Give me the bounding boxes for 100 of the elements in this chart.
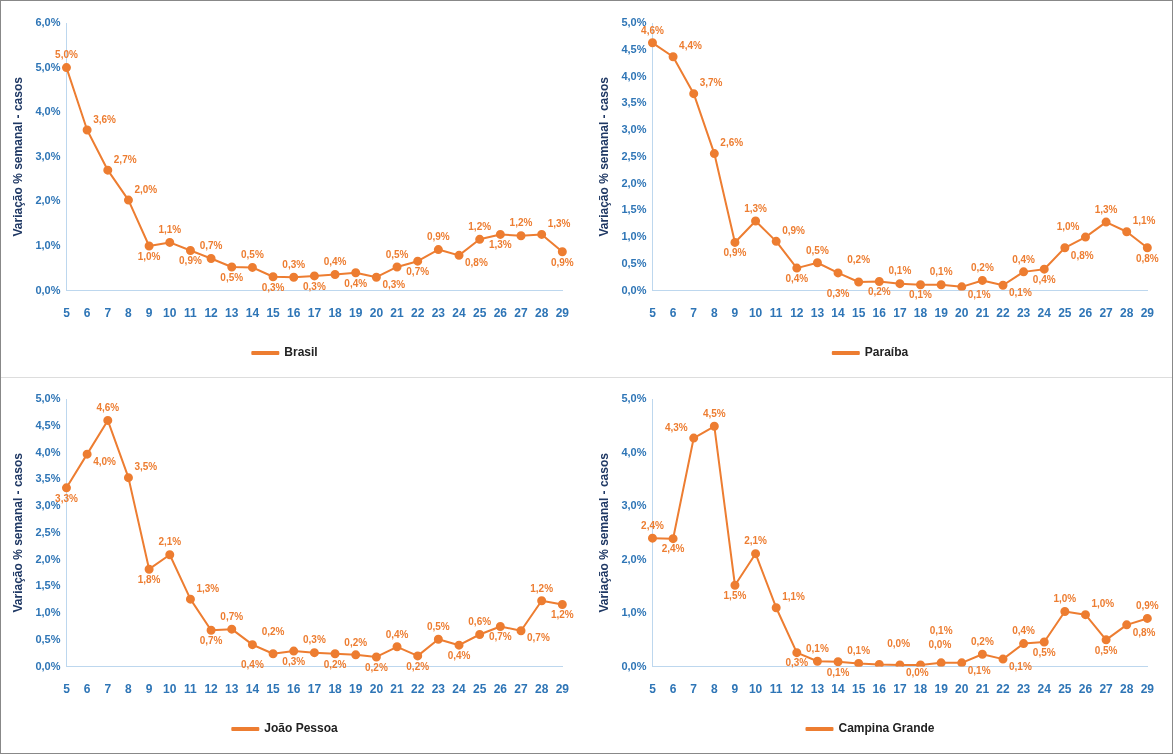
y-axis-title: Variação % semanal - casos [10, 452, 25, 613]
point [330, 270, 340, 280]
data-label: 1,3% [196, 582, 220, 594]
x-tick-label: 15 [851, 306, 866, 321]
data-label: 2,4% [661, 543, 685, 555]
data-label: 1,2% [530, 582, 554, 594]
data-label: 0,9% [1135, 600, 1159, 612]
y-tick-label: 5,0% [621, 16, 647, 29]
point [392, 262, 402, 272]
data-label: 1,2% [468, 221, 492, 233]
point [709, 421, 719, 431]
point [1060, 243, 1070, 253]
point [668, 534, 678, 544]
data-label: 3,6% [93, 113, 117, 125]
data-label: 1,3% [744, 202, 768, 214]
x-tick-label: 17 [893, 682, 907, 697]
y-axis-title: Variação % semanal - casos [10, 76, 25, 237]
x-tick-label: 19 [349, 682, 363, 697]
y-tick-label: 1,0% [621, 606, 647, 619]
x-tick-label: 14 [831, 306, 846, 321]
x-tick-label: 13 [225, 682, 239, 697]
data-label: 0,3% [826, 287, 850, 299]
y-tick-label: 4,5% [35, 418, 61, 431]
x-tick-label: 27 [1099, 306, 1114, 321]
x-tick-label: 23 [1016, 682, 1031, 697]
point [977, 275, 987, 285]
x-tick-label: 28 [1120, 306, 1134, 321]
point [454, 250, 464, 260]
data-label: 0,7% [527, 632, 550, 644]
point [495, 621, 505, 631]
y-tick-label: 2,5% [35, 525, 61, 538]
data-label: 1,0% [1091, 598, 1115, 610]
point [289, 646, 299, 656]
point [977, 649, 987, 659]
point [475, 234, 485, 244]
point [516, 626, 526, 636]
x-tick-label: 16 [872, 682, 887, 697]
data-label: 0,8% [1132, 626, 1156, 638]
x-tick-label: 14 [245, 682, 260, 697]
data-label: 0,5% [220, 271, 244, 283]
x-tick-label: 28 [534, 306, 549, 321]
data-label: 1,8% [137, 573, 161, 585]
data-label: 0,4% [344, 277, 368, 289]
point [103, 415, 113, 425]
point [103, 165, 113, 175]
x-tick-label: 23 [431, 682, 446, 697]
x-tick-label: 16 [287, 306, 301, 321]
legend-label: Paraíba [864, 345, 909, 360]
x-tick-label: 28 [1120, 682, 1134, 697]
x-tick-label: 26 [1078, 682, 1093, 697]
point [874, 659, 884, 667]
point [61, 483, 71, 493]
data-label: 1,1% [1132, 215, 1156, 227]
point [309, 271, 319, 281]
x-tick-label: 22 [996, 682, 1010, 697]
data-label: 0,7% [220, 610, 244, 622]
data-label: 0,9% [179, 255, 202, 267]
data-label: 5,0% [55, 49, 78, 61]
point [144, 241, 154, 251]
x-tick-label: 25 [1058, 682, 1072, 697]
point [1122, 227, 1132, 237]
data-label: 0,2% [364, 661, 388, 673]
x-tick-label: 22 [411, 306, 425, 321]
data-label: 0,3% [382, 278, 406, 290]
point [557, 600, 567, 610]
x-tick-label: 11 [769, 306, 783, 321]
point [268, 272, 278, 282]
x-tick-label: 21 [390, 682, 405, 697]
x-tick-label: 15 [851, 682, 866, 697]
data-label: 0,6% [468, 616, 492, 628]
point [647, 38, 657, 48]
point [495, 229, 505, 239]
point [812, 258, 822, 268]
y-tick-label: 3,0% [35, 149, 61, 162]
x-tick-label: 8 [710, 306, 718, 321]
data-label: 1,3% [1094, 203, 1118, 215]
point [165, 550, 175, 560]
data-label: 0,2% [344, 636, 368, 648]
data-label: 0,5% [241, 249, 264, 261]
point [689, 89, 699, 99]
x-tick-label: 19 [934, 306, 949, 321]
y-tick-label: 2,0% [35, 194, 61, 207]
y-tick-label: 1,0% [35, 606, 61, 619]
x-tick-label: 24 [452, 682, 467, 697]
y-tick-label: 1,0% [35, 239, 61, 252]
x-tick-label: 18 [913, 682, 928, 697]
point [537, 596, 547, 606]
y-tick-label: 2,0% [621, 176, 647, 189]
data-label: 1,1% [158, 224, 182, 236]
x-tick-label: 29 [555, 682, 570, 697]
x-tick-label: 22 [411, 682, 425, 697]
x-tick-label: 12 [204, 306, 219, 321]
point [185, 245, 195, 255]
point [812, 656, 822, 666]
x-tick-label: 6 [83, 682, 91, 697]
point [1101, 635, 1111, 645]
y-tick-label: 5,0% [35, 392, 61, 405]
data-label: 2,1% [158, 536, 182, 548]
y-tick-label: 2,0% [621, 552, 647, 565]
x-tick-label: 27 [1099, 682, 1114, 697]
